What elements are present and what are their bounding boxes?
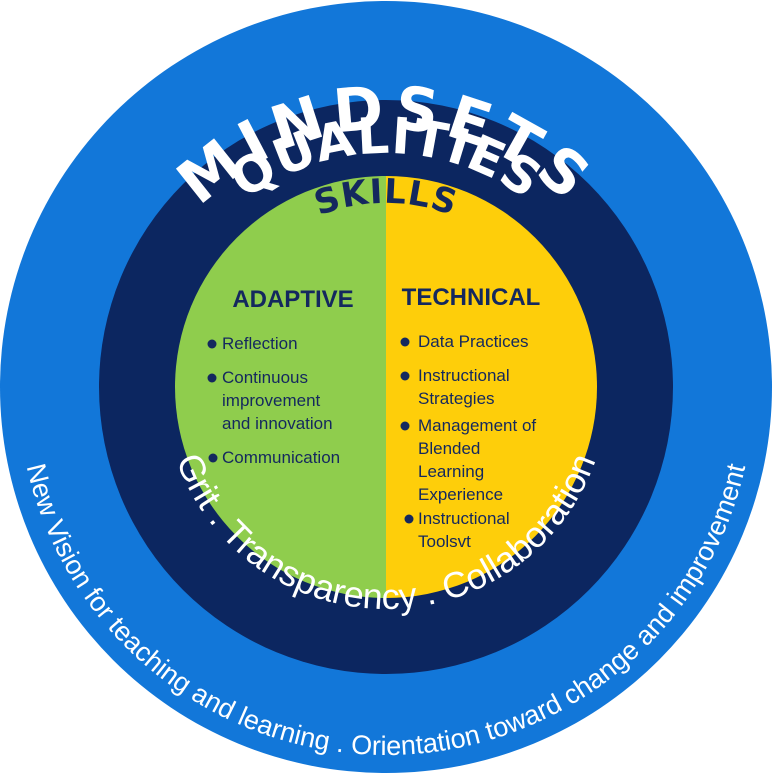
bullet-dot	[207, 339, 217, 349]
bullet-dot	[208, 453, 218, 463]
bullet-dot	[404, 514, 414, 524]
skill-item-line: Management of	[418, 416, 536, 435]
adaptive-skill-list: Reflection Continuous improvement and innov…	[207, 334, 340, 467]
skill-item-line: Instructional	[418, 509, 510, 528]
skill-item-line: improvement	[222, 391, 321, 410]
technical-half	[386, 176, 597, 598]
bullet-dot	[207, 373, 217, 383]
skill-item-line: Blended	[418, 439, 480, 458]
skill-item-line: Data Practices	[418, 332, 529, 351]
bullet-dot	[400, 371, 410, 381]
skill-item-line: Reflection	[222, 334, 298, 353]
bullet-dot	[400, 337, 410, 347]
technical-title: TECHNICAL	[402, 284, 541, 311]
technical-skill-list: Data Practices Instructional Strategies Man…	[400, 332, 536, 551]
skill-item-line: Strategies	[418, 389, 495, 408]
skill-item-line: Learning	[418, 462, 484, 481]
skill-item-line: Communication	[222, 448, 340, 467]
skill-item-line: Continuous	[222, 368, 308, 387]
skill-item-line: Toolsvt	[418, 532, 471, 551]
skill-item-line: and innovation	[222, 414, 333, 433]
bullet-dot	[400, 421, 410, 431]
skill-item-line: Experience	[418, 485, 503, 504]
adaptive-half	[175, 176, 386, 598]
adaptive-title: ADAPTIVE	[232, 286, 353, 313]
skill-item-line: Instructional	[418, 366, 510, 385]
